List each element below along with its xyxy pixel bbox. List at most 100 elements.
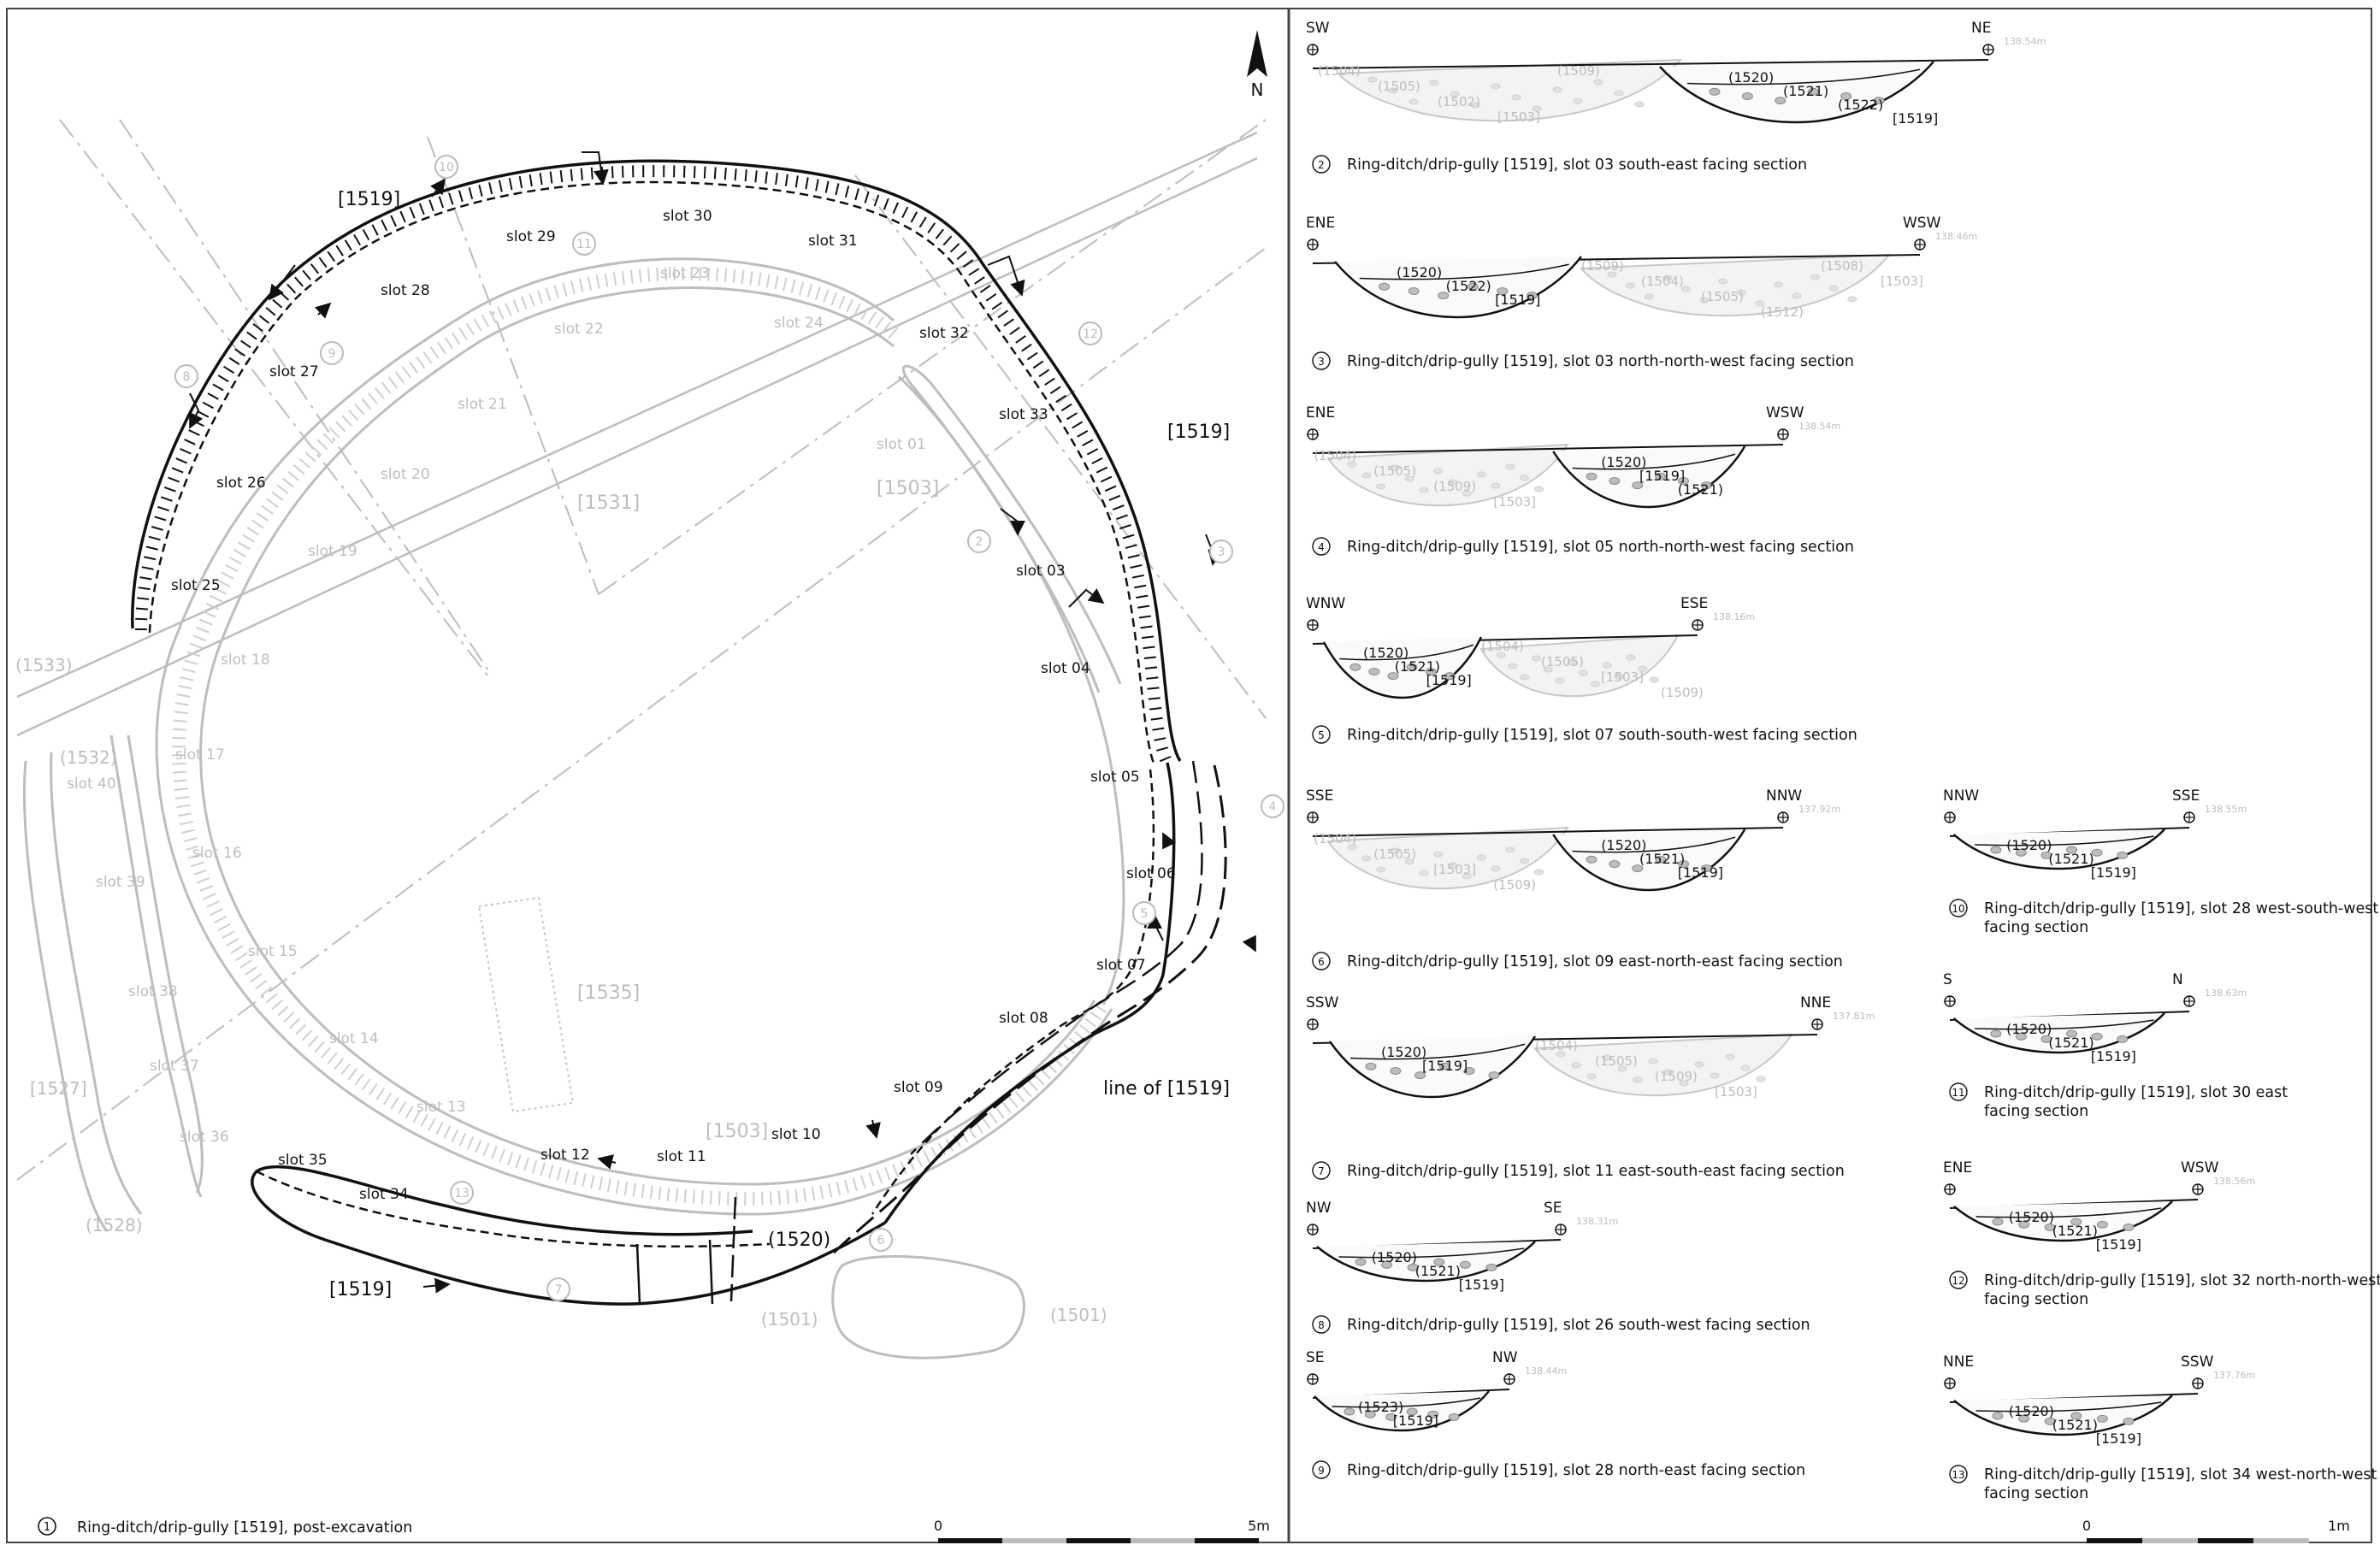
section-marker-number: 8 <box>183 370 191 384</box>
slot-label: slot 06 <box>1126 865 1176 882</box>
section-marker-number: 11 <box>576 238 592 251</box>
section-context-label-grey: [1503] <box>1433 862 1476 877</box>
slot-label: slot 12 <box>540 1147 590 1164</box>
section-context-label: (1521) <box>1395 658 1440 675</box>
section-2: SW NE 138.54m (1520) (1521) (1522) [1519] (1504… <box>1306 20 2046 174</box>
section-height: 138.54m <box>1798 421 1840 432</box>
section-context-label: (1521) <box>1415 1263 1461 1279</box>
section-context-label: (1520) <box>1601 454 1646 470</box>
slot-label-grey: slot 36 <box>180 1129 229 1146</box>
section-context-label: [1519] <box>1893 110 1938 127</box>
plan-drawing: N [1519] [1519] [1519] (1520) line of [1519]… <box>15 30 1284 1543</box>
plan-feature-label: [1519] <box>329 1279 392 1300</box>
section-left-orientation: NW <box>1306 1200 1332 1217</box>
slot-label-grey: slot 24 <box>774 315 824 332</box>
section-height: 138.16m <box>1713 611 1755 622</box>
section-marker: 12 <box>1078 321 1102 345</box>
section-marker: 13 <box>450 1181 474 1205</box>
section-height: 138.63m <box>2205 988 2247 999</box>
section-context-label: (1520) <box>2006 837 2052 853</box>
sheet-border <box>6 8 2372 1543</box>
slot-label: slot 07 <box>1096 957 1146 974</box>
section-caption-line-2: facing section <box>1984 919 2088 936</box>
section-marker: 8 <box>174 364 198 388</box>
section-11: S N 138.63m (1520)(1521)[1519] 11 Ring-ditch/… <box>1943 971 2288 1120</box>
section-context-label: [1519] <box>2096 1430 2141 1447</box>
slot-label: slot 03 <box>1016 563 1066 580</box>
section-marker-number: 13 <box>454 1187 470 1200</box>
section-context-label: (1521) <box>1783 83 1828 99</box>
ring-ditch-1519 <box>131 159 1227 1306</box>
section-number: 4 <box>1318 541 1325 553</box>
section-context-label: (1520) <box>2009 1403 2054 1419</box>
section-number: 6 <box>1318 956 1325 968</box>
scale-end: 5m <box>1248 1518 1270 1534</box>
slot-label-grey: slot 19 <box>308 543 357 560</box>
section-number: 2 <box>1318 159 1325 171</box>
section-caption-line-2: facing section <box>1984 1103 2088 1120</box>
west-gullies <box>22 734 204 1232</box>
section-context-label-grey: (1504) <box>1318 63 1361 79</box>
section-left-orientation: NNW <box>1943 787 1979 805</box>
section-marker-number: 10 <box>439 161 454 174</box>
section-context-label: [1519] <box>1678 864 1723 881</box>
section-caption: Ring-ditch/drip-gully [1519], slot 32 no… <box>1984 1272 2380 1308</box>
section-marker: 4 <box>1261 794 1284 818</box>
section-marker-number: 2 <box>976 535 983 549</box>
section-context-label: [1519] <box>1495 292 1540 308</box>
section-context-label: (1520) <box>2006 1021 2052 1037</box>
slot-label-grey: slot 22 <box>554 321 604 338</box>
plan-feature-label: [1519] <box>338 189 400 210</box>
slot-label: slot 34 <box>359 1186 409 1203</box>
section-marker: 10 <box>434 155 458 179</box>
section-10: NNW SSE 138.55m (1520)(1521)[1519] 10 Ring-di… <box>1943 787 2378 936</box>
section-5: WNW ESE 138.16m (1520)(1521)[1519] (1504) (15… <box>1306 595 1857 744</box>
section-marker: 3 <box>1209 540 1233 563</box>
plan-feature-label: (1528) <box>86 1215 143 1235</box>
section-context-label: (1521) <box>2048 1035 2094 1051</box>
slot-label: slot 26 <box>216 475 266 492</box>
slot-label: slot 28 <box>381 282 430 299</box>
section-context-label-grey: (1505) <box>1701 289 1744 304</box>
slot-label: slot 29 <box>506 228 556 245</box>
slot-label-grey: slot 13 <box>416 1099 466 1116</box>
section-caption: Ring-ditch/drip-gully [1519], slot 05 no… <box>1347 539 1854 556</box>
section-context-label: [1519] <box>1422 1058 1468 1074</box>
section-context-label-grey: (1509) <box>1581 258 1624 274</box>
section-context-label-grey: (1509) <box>1493 877 1536 893</box>
slot-label: slot 08 <box>999 1010 1048 1027</box>
section-context-label: (1520) <box>1397 264 1442 280</box>
slot-label: slot 35 <box>278 1152 328 1169</box>
section-context-label-grey: [1503] <box>1881 274 1923 289</box>
section-number: 10 <box>1952 903 1964 915</box>
slot-label: slot 05 <box>1090 769 1140 786</box>
section-caption: Ring-ditch/drip-gully [1519], slot 28 no… <box>1347 1462 1805 1479</box>
section-context-label: (1520) <box>1728 69 1774 86</box>
section-right-orientation: NE <box>1971 20 1991 37</box>
section-number: 5 <box>1318 729 1325 741</box>
section-caption: Ring-ditch/drip-gully [1519], slot 28 we… <box>1984 900 2378 936</box>
section-context-label-grey: (1504) <box>1314 831 1356 846</box>
plan-feature-label: [1503] <box>877 478 939 499</box>
section-number: 9 <box>1318 1465 1325 1477</box>
section-context-label-grey: (1504) <box>1314 448 1356 463</box>
section-drawings: SW NE138.54m(1520)(1521)(1522)[1519](1504… <box>1306 20 2380 1502</box>
section-caption-line-1: Ring-ditch/drip-gully [1519], slot 32 no… <box>1984 1272 2380 1289</box>
section-right-orientation: NW <box>1492 1349 1518 1366</box>
slot-label-grey: slot 16 <box>192 845 242 862</box>
section-context-label-grey: [1503] <box>1493 494 1536 510</box>
section-right-orientation: SE <box>1544 1200 1562 1217</box>
slot-label-grey: slot 21 <box>458 396 507 413</box>
plan-feature-label: (1501) <box>1050 1305 1107 1325</box>
section-caption: Ring-ditch/drip-gully [1519], slot 26 so… <box>1347 1317 1810 1334</box>
section-context-label-grey: (1505) <box>1595 1053 1638 1069</box>
section-context-label-grey: (1509) <box>1655 1069 1698 1084</box>
plan-feature-label: (1532) <box>60 747 117 768</box>
section-right-orientation: SSW <box>2181 1353 2214 1371</box>
section-marker-number: 9 <box>328 347 336 361</box>
section-height: 137.76m <box>2213 1370 2255 1381</box>
section-context-label: [1519] <box>2096 1236 2141 1253</box>
plan-feature-label: [1519] <box>1167 422 1230 443</box>
